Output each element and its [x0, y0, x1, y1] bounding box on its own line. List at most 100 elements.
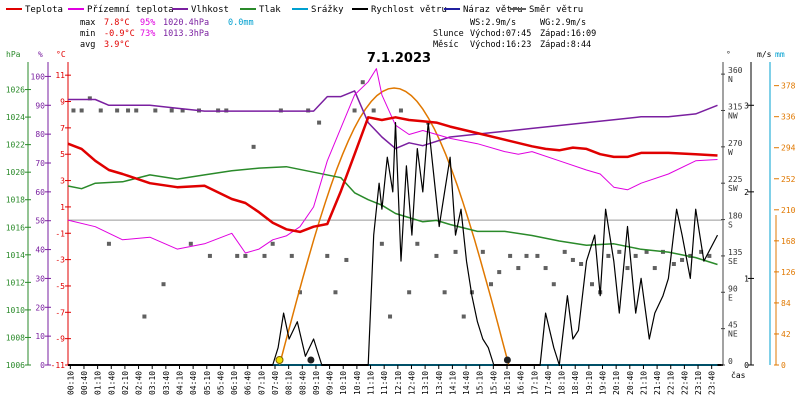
wind-dir-compass: NW: [728, 111, 738, 120]
stats-max-hum: 95%: [140, 18, 155, 28]
humidity-axis-tick-label: 50: [35, 217, 45, 226]
moon-label: Měsíc: [433, 40, 459, 50]
temperature-axis-tick-label: 5: [60, 150, 65, 159]
wind-dir-mark: [106, 241, 111, 246]
wind-dir-mark: [71, 108, 76, 113]
x-tick-label: 11:10: [367, 371, 376, 395]
temperature-axis-tick-label: 9: [60, 98, 65, 107]
temperature-axis-tick-label: -11: [51, 361, 66, 370]
wind-dir-mark: [625, 266, 630, 271]
wind-dir-mark: [142, 314, 147, 319]
x-tick-label: 15:10: [476, 371, 485, 395]
pressure-axis-tick-label: 1016: [6, 223, 25, 232]
wind-dir-mark: [270, 241, 275, 246]
wind-dir-mark: [508, 253, 513, 258]
wind-dir-mark: [489, 282, 494, 287]
x-tick-label: 08:40: [298, 371, 307, 395]
pressure-axis-tick-label: 1022: [6, 141, 25, 150]
x-tick-label: 07:40: [271, 371, 280, 395]
moon-marker: [307, 356, 315, 364]
wind-dir-value: 315: [728, 102, 743, 111]
temperature-axis-tick-label: 1: [60, 203, 65, 212]
x-tick-label: 20:10: [612, 371, 621, 395]
wind-dir-mark: [207, 253, 212, 258]
unit-mm: mm: [775, 50, 785, 59]
x-tick-label: 10:40: [353, 371, 362, 395]
x-tick-label: 06:10: [230, 371, 239, 395]
wind-dir-mark: [153, 108, 158, 113]
wind-dir-mark: [79, 108, 84, 113]
x-tick-label: 02:10: [121, 371, 130, 395]
wind-dir-mark: [671, 262, 676, 266]
stats-block: max 7.8°C 95% 1020.4hPa 0.0mm min -0.9°C…: [80, 18, 254, 50]
unit-ms: m/s: [757, 50, 772, 59]
wind-dir-value: 225: [728, 175, 743, 184]
pressure-axis-tick-label: 1006: [6, 361, 25, 370]
wind-dir-mark: [570, 257, 575, 262]
wind-dir-mark: [543, 266, 548, 271]
x-tick-label: 03:10: [148, 371, 157, 395]
wind-dir-mark: [644, 249, 649, 254]
humidity-axis-tick-label: 0: [40, 361, 45, 370]
wind-dir-mark: [551, 282, 556, 287]
wind-dir-compass: S: [728, 221, 733, 230]
stats-min-press: 1013.3hPa: [163, 29, 209, 39]
x-tick-label: 19:40: [599, 371, 608, 395]
temperature-axis-tick-label: -9: [55, 335, 65, 344]
pressure-axis-tick-label: 1018: [6, 196, 25, 205]
axis-units: hPa % °C ° m/s mm čas: [6, 50, 785, 380]
x-tick-label: 18:40: [571, 371, 580, 395]
x-tick-label: 22:10: [667, 371, 676, 395]
temperature-axis-tick-label: -1: [55, 229, 65, 238]
x-tick-label: 05:40: [216, 371, 225, 395]
wind-dir-mark: [434, 253, 439, 258]
x-tick-label: 01:40: [107, 371, 116, 395]
wind-dir-mark: [126, 108, 131, 113]
wind-dir-mark: [516, 266, 521, 271]
wind-dir-mark: [352, 108, 357, 113]
wind-dir-mark: [652, 266, 657, 271]
stats-max-label: max: [80, 18, 95, 28]
wind-ws: WS:2.9m/s: [470, 18, 516, 28]
stats-min-label: min: [80, 29, 95, 39]
stats-max-temp: 7.8°C: [104, 18, 130, 28]
x-axis-ticks: 00:10 00:40 01:10 01:40 02:10 02:40 03:10 03:40…: [66, 365, 717, 395]
humidity-axis-tick-label: 60: [35, 188, 45, 197]
x-tick-label: 18:10: [558, 371, 567, 395]
wind-dir-mark: [317, 120, 322, 125]
wind-dir-mark: [188, 241, 193, 246]
wind-dir-mark: [180, 108, 185, 113]
wind-dir-mark: [497, 270, 502, 275]
wind-dir-mark: [360, 80, 365, 85]
x-tick-label: 09:10: [312, 371, 321, 395]
x-tick-label: 19:10: [585, 371, 594, 395]
temperature-axis-tick-label: -3: [55, 256, 65, 265]
wind-dir-mark: [251, 144, 256, 149]
stats-max-press: 1020.4hPa: [163, 18, 209, 28]
wind-dir-mark: [699, 249, 704, 254]
x-tick-label: 00:10: [66, 371, 75, 395]
x-tick-label: 11:40: [380, 371, 389, 395]
rain-tick-label: 42: [781, 330, 791, 339]
rain-tick-label: 210: [781, 206, 796, 215]
humidity-axis-tick-label: 100: [31, 72, 46, 81]
wind-dir-compass: N: [728, 75, 733, 84]
wind-dir-value: 180: [728, 212, 743, 221]
wind-dir-mark: [415, 241, 420, 246]
x-tick-label: 23:10: [694, 371, 703, 395]
legend-label-teplota: Teplota: [25, 5, 63, 15]
rain-tick-label: 252: [781, 175, 796, 184]
wind-dir-mark: [398, 108, 403, 113]
humidity-axis-tick-label: 40: [35, 246, 45, 255]
x-tick-label: 05:10: [203, 371, 212, 395]
x-tick-label: 07:10: [257, 371, 266, 395]
astro-block: WS:2.9m/s WG:2.9m/s Slunce Východ:07:45 …: [433, 18, 596, 50]
wind-dir-compass: NE: [728, 330, 738, 339]
wind-dir-mark: [235, 253, 240, 258]
wind-dir-value: 90: [728, 284, 738, 293]
stats-avg-label: avg: [80, 40, 95, 50]
pressure-axis-tick-label: 1026: [6, 86, 25, 95]
wind-dir-mark: [388, 314, 393, 319]
wind-dir-mark: [134, 108, 139, 113]
pressure-axis-tick-label: 1024: [6, 113, 25, 122]
